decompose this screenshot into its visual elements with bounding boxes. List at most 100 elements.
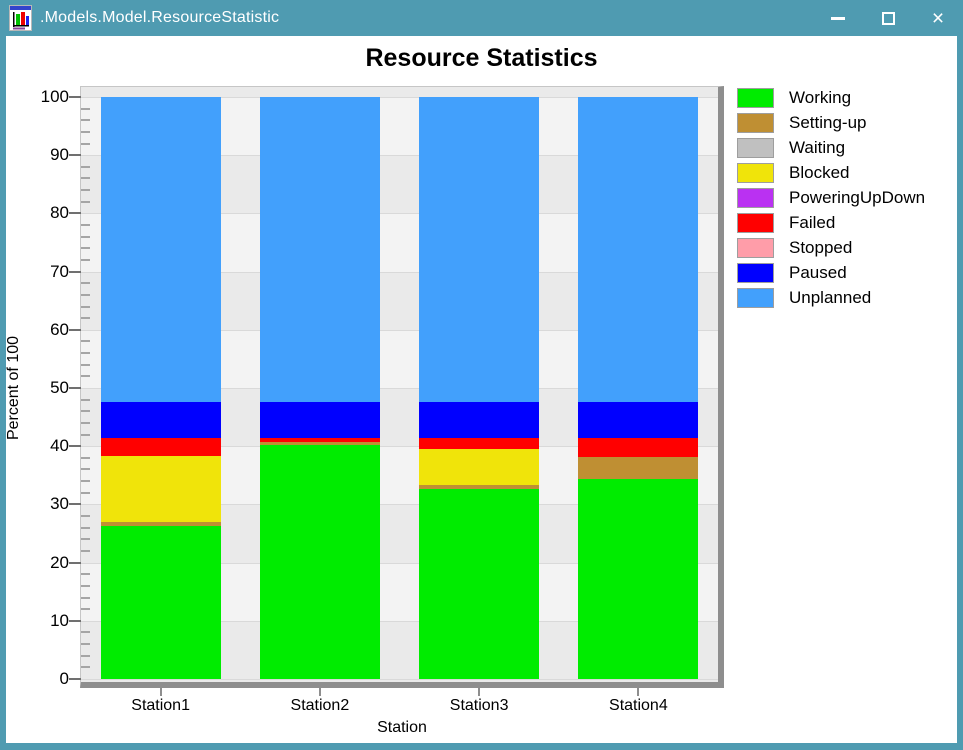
y-minor-tick [81,631,90,634]
y-tick-label: 0 [59,669,69,688]
y-tick-label: 20 [50,552,69,572]
legend-label: Working [789,88,852,107]
bar-segment-blocked [100,456,221,522]
gridline [81,504,718,506]
window-title: .Models.Model.ResourceStatistic [40,9,280,26]
gridline [81,562,718,564]
y-major-tick [69,96,81,98]
close-button[interactable]: × [913,0,963,36]
gridline [81,213,718,215]
gridline [81,388,718,389]
gridline [81,679,718,680]
gridline [81,155,718,157]
legend-swatch [737,288,774,308]
y-minor-tick [81,200,90,203]
y-minor-tick [81,247,90,250]
bar-segment-failed [259,438,380,442]
bar-segment-paused [578,401,699,439]
gridline [81,620,718,622]
legend-item: Blocked [737,163,925,183]
legend-swatch [737,213,774,233]
bar-segment-unplanned [259,97,380,402]
bar-segment-working [578,479,699,679]
y-tick-label: 100 [40,87,69,106]
y-tick-label: 30 [50,494,69,514]
legend-label: Failed [789,213,836,232]
y-axis-title: Percent of 100 [5,335,22,441]
minimize-button[interactable] [813,0,863,36]
bar-segment-working [419,488,540,679]
bar-segment-failed [100,438,221,457]
bar-segment-failed [419,438,540,450]
maximize-button[interactable] [863,0,913,36]
titlebar[interactable]: .Models.Model.ResourceStatistic × [0,0,963,36]
y-minor-tick [81,584,90,587]
y-minor-tick [81,224,90,227]
bar-segment-blocked [419,449,540,485]
legend-swatch [737,138,774,158]
y-minor-tick [81,352,90,355]
y-tick-label: 90 [50,145,69,165]
y-minor-tick [81,643,90,646]
y-tick-label: 70 [50,261,69,281]
y-minor-tick [81,480,90,483]
legend-label: Paused [789,263,847,282]
legend-swatch [737,238,774,258]
bar-segment-working [100,525,221,679]
y-minor-tick [81,305,90,308]
y-minor-tick [81,573,90,576]
y-minor-tick [81,468,90,471]
y-minor-tick [81,526,90,529]
legend-swatch [737,88,774,108]
legend-label: Unplanned [789,288,872,307]
y-tick-label: 10 [50,610,69,630]
y-minor-tick [81,538,90,541]
bar-chart-app-icon [9,5,32,31]
y-minor-tick [81,491,90,494]
x-axis-tick [318,688,321,696]
y-tick-label: 40 [50,436,69,456]
maximize-icon [881,11,895,25]
gridline [81,97,718,98]
legend-item: Failed [737,213,925,233]
bar-segment-unplanned [419,97,540,402]
legend-item: Paused [737,263,925,283]
x-axis-tick [159,688,162,696]
y-tick-label: 50 [50,378,69,397]
bar-segment-working [259,445,380,679]
legend-item: Setting-up [737,113,925,133]
plot-area [80,86,724,688]
y-minor-tick [81,456,90,459]
bar-segment-setting-up [100,521,221,526]
y-minor-tick [81,282,90,285]
bar-segment-paused [259,401,380,439]
legend-swatch [737,188,774,208]
y-minor-tick [81,398,90,401]
y-minor-tick [81,515,90,518]
y-major-tick [69,445,81,448]
y-major-tick [69,678,81,680]
minimize-icon [831,16,845,20]
x-category-label: Station4 [609,697,668,714]
bar-segment-unplanned [578,97,699,402]
legend-swatch [737,263,774,283]
y-major-tick [69,328,81,331]
legend: Working Setting-up Waiting Blocked PoweringU… [737,88,925,313]
bar-segment-paused [100,401,221,439]
legend-label: Setting-up [789,113,867,132]
y-minor-tick [81,130,90,133]
y-major-tick [69,561,81,564]
chart-window-content: Resource Statistics Station1 Station2 Stat… [5,36,957,743]
y-major-tick [69,387,81,389]
y-tick-label: 80 [50,203,69,223]
y-major-tick [69,212,81,215]
y-minor-tick [81,654,90,657]
y-minor-tick [81,421,90,424]
legend-label: PoweringUpDown [789,188,926,207]
legend-swatch [737,113,774,133]
bar-segment-paused [419,401,540,439]
y-minor-tick [81,317,90,320]
gridline [81,446,718,448]
x-category-label: Station1 [131,697,190,714]
y-minor-tick [81,410,90,413]
